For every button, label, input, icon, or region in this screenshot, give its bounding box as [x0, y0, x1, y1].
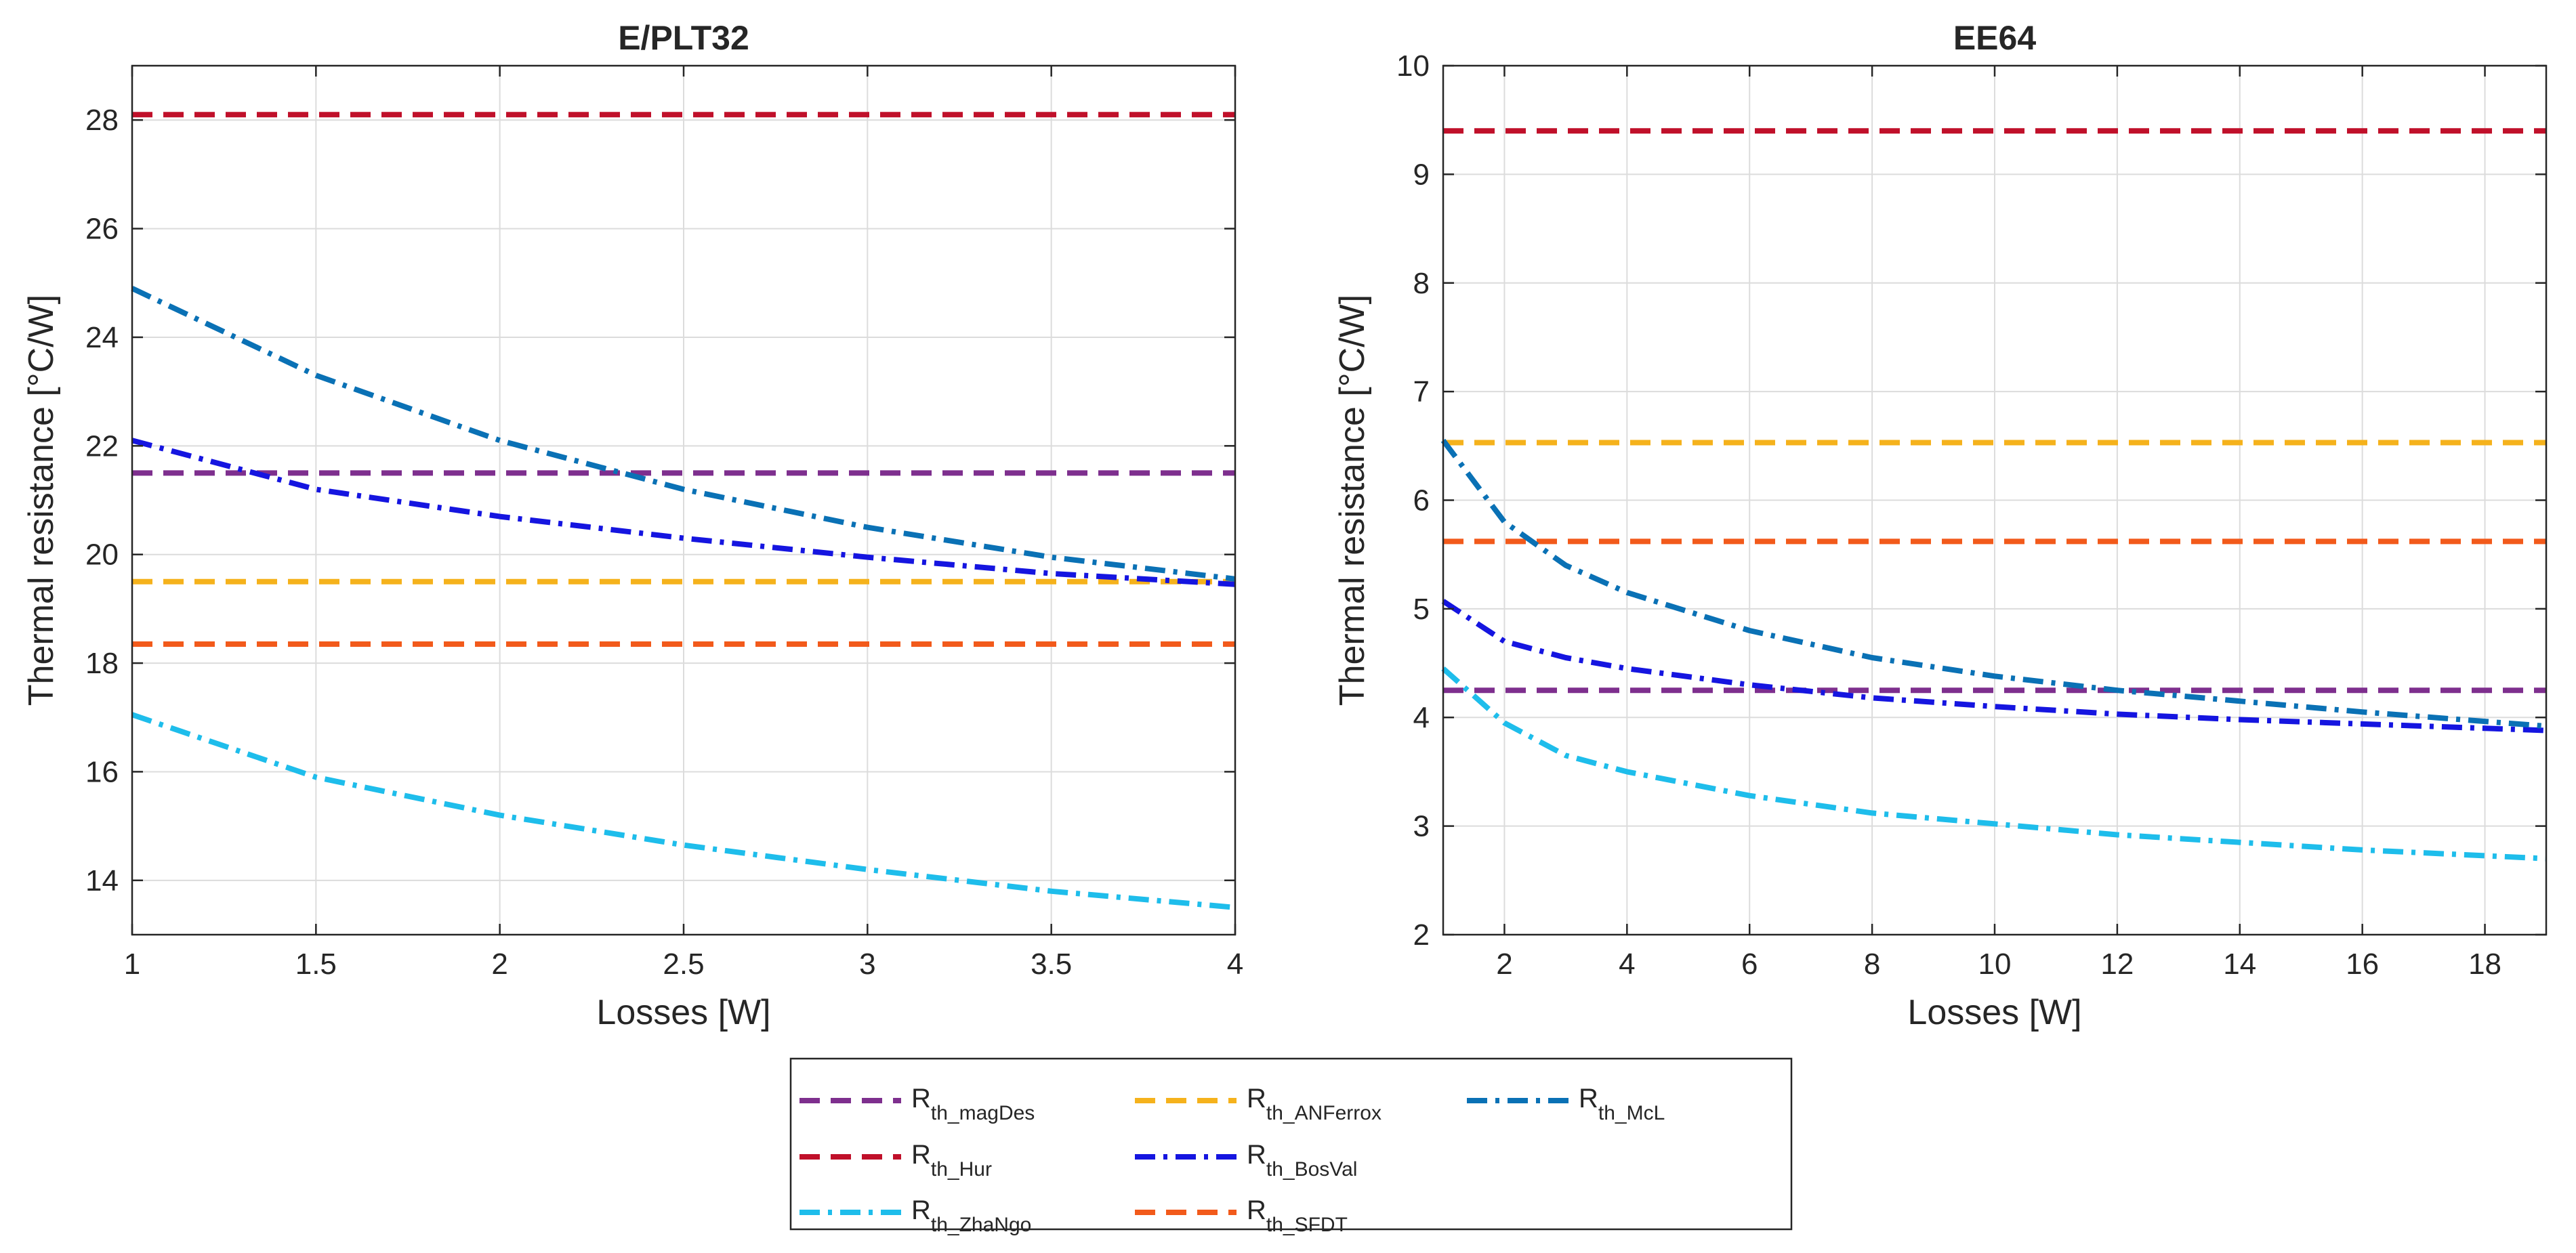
legend-label-sfdt: Rth_SFDT: [1247, 1195, 1348, 1236]
c1-y-tick-label-6: 8: [1413, 267, 1430, 300]
c1-x-tick-label-7: 16: [2346, 948, 2379, 981]
c1-x-tick-label-1: 4: [1619, 948, 1635, 981]
c1-x-tick-label-8: 18: [2468, 948, 2501, 981]
c1-x-tick-label-5: 12: [2100, 948, 2134, 981]
c0-y-tick-label-3: 20: [85, 538, 119, 572]
c0-y-tick-label-6: 26: [85, 213, 119, 246]
c1-title: EE64: [1953, 19, 2037, 57]
c1-y-tick-label-2: 4: [1413, 701, 1430, 734]
c1-series-zhango: [1441, 666, 2547, 862]
c1-y-tick-label-0: 2: [1413, 918, 1430, 952]
c0-x-tick-label-4: 3: [859, 948, 875, 981]
c0-x-tick-label-3: 2.5: [663, 948, 704, 981]
c0-y-axis-label: Thermal resistance [°C/W]: [22, 295, 61, 706]
c0-y-tick-label-5: 24: [85, 321, 119, 354]
legend: Rth_magDes Rth_Hur Rth_ZhaNgo Rth_ANFerrox R…: [789, 1057, 1793, 1236]
legend-label-anferrox: Rth_ANFerrox: [1247, 1084, 1382, 1124]
c1-x-tick-label-2: 6: [1741, 948, 1758, 981]
legend-label-magdes: Rth_magDes: [911, 1084, 1035, 1124]
c1-series-bosval: [1441, 599, 2547, 734]
c0-x-tick-label-2: 2: [491, 948, 507, 981]
c0-y-tick-label-0: 14: [85, 864, 119, 897]
c0-x-tick-label-6: 4: [1227, 948, 1243, 981]
c0-series-mcl: [131, 286, 1236, 582]
legend-label-bosval: Rth_BosVal: [1247, 1140, 1357, 1181]
c1-y-tick-label-4: 6: [1413, 484, 1430, 517]
c1-x-tick-label-4: 10: [1978, 948, 2012, 981]
c0-x-tick-label-5: 3.5: [1031, 948, 1072, 981]
c0-x-tick-label-1: 1.5: [295, 948, 337, 981]
c0-y-tick-label-4: 22: [85, 429, 119, 463]
c0-y-tick-label-1: 16: [85, 755, 119, 788]
c1-y-tick-label-8: 10: [1396, 49, 1430, 83]
c1-y-tick-label-7: 9: [1413, 158, 1430, 191]
c1-x-tick-label-6: 14: [2223, 948, 2256, 981]
legend-box: [789, 1057, 1793, 1231]
legend-label-zhango: Rth_ZhaNgo: [911, 1195, 1031, 1236]
c1-y-tick-label-5: 7: [1413, 375, 1430, 408]
c1-y-tick-label-3: 5: [1413, 593, 1430, 626]
chart-ee64: 2 4 6 8 10 12 14 16 18 2 3 4 5 6 7 8 9 10 EE64 Losses [W] Th…: [1333, 19, 2548, 1032]
c0-x-tick-label-0: 1: [124, 948, 140, 981]
c0-series-zhango: [131, 712, 1236, 910]
c0-y-tick-label-2: 18: [85, 647, 119, 680]
chart-e-plt32: 1 1.5 2 2.5 3 3.5 4 14 16 18 20 22 24 26 28 E/PLT32 Loss…: [22, 19, 1243, 1032]
c1-x-tick-label-0: 2: [1496, 948, 1512, 981]
legend-label-hur: Rth_Hur: [911, 1140, 992, 1181]
c1-series-mcl: [1440, 438, 2547, 729]
c1-x-axis-label: Losses [W]: [1907, 993, 2081, 1032]
c0-x-axis-label: Losses [W]: [596, 993, 770, 1032]
c0-y-tick-label-7: 28: [85, 104, 119, 137]
c1-y-tick-label-1: 3: [1413, 810, 1430, 843]
legend-label-mcl: Rth_McL: [1579, 1084, 1665, 1124]
c1-y-axis-label: Thermal resistance [°C/W]: [1333, 295, 1372, 706]
c1-x-tick-label-3: 8: [1864, 948, 1880, 981]
c0-title: E/PLT32: [618, 19, 749, 57]
